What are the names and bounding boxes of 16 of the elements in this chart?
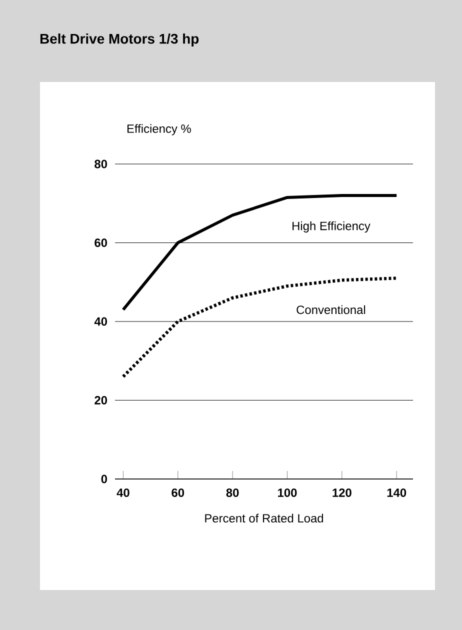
text: High Efficiency: [292, 221, 370, 233]
y-tick-label: 20: [94, 396, 107, 404]
x-tick-label: 60: [172, 488, 184, 497]
x-tick-label: 100: [278, 488, 297, 497]
x-tick-label: 40: [116, 488, 130, 497]
x-tick-label: 140: [387, 488, 406, 497]
x-tick-label: 80: [226, 488, 239, 497]
y-tick-label: 40: [94, 317, 107, 326]
y-tick-label: 0: [101, 474, 107, 484]
y-axis-title: Efficiency %: [127, 124, 191, 136]
x-axis-title: Percent of Rated Load: [205, 514, 324, 523]
y-tick-label: 80: [94, 160, 107, 168]
series-label: Conventional: [296, 305, 366, 314]
x-tick-label: 120: [332, 488, 352, 497]
chart-title: Belt Drive Motors 1/3 hp: [40, 33, 199, 46]
y-tick-label: 60: [94, 238, 107, 247]
